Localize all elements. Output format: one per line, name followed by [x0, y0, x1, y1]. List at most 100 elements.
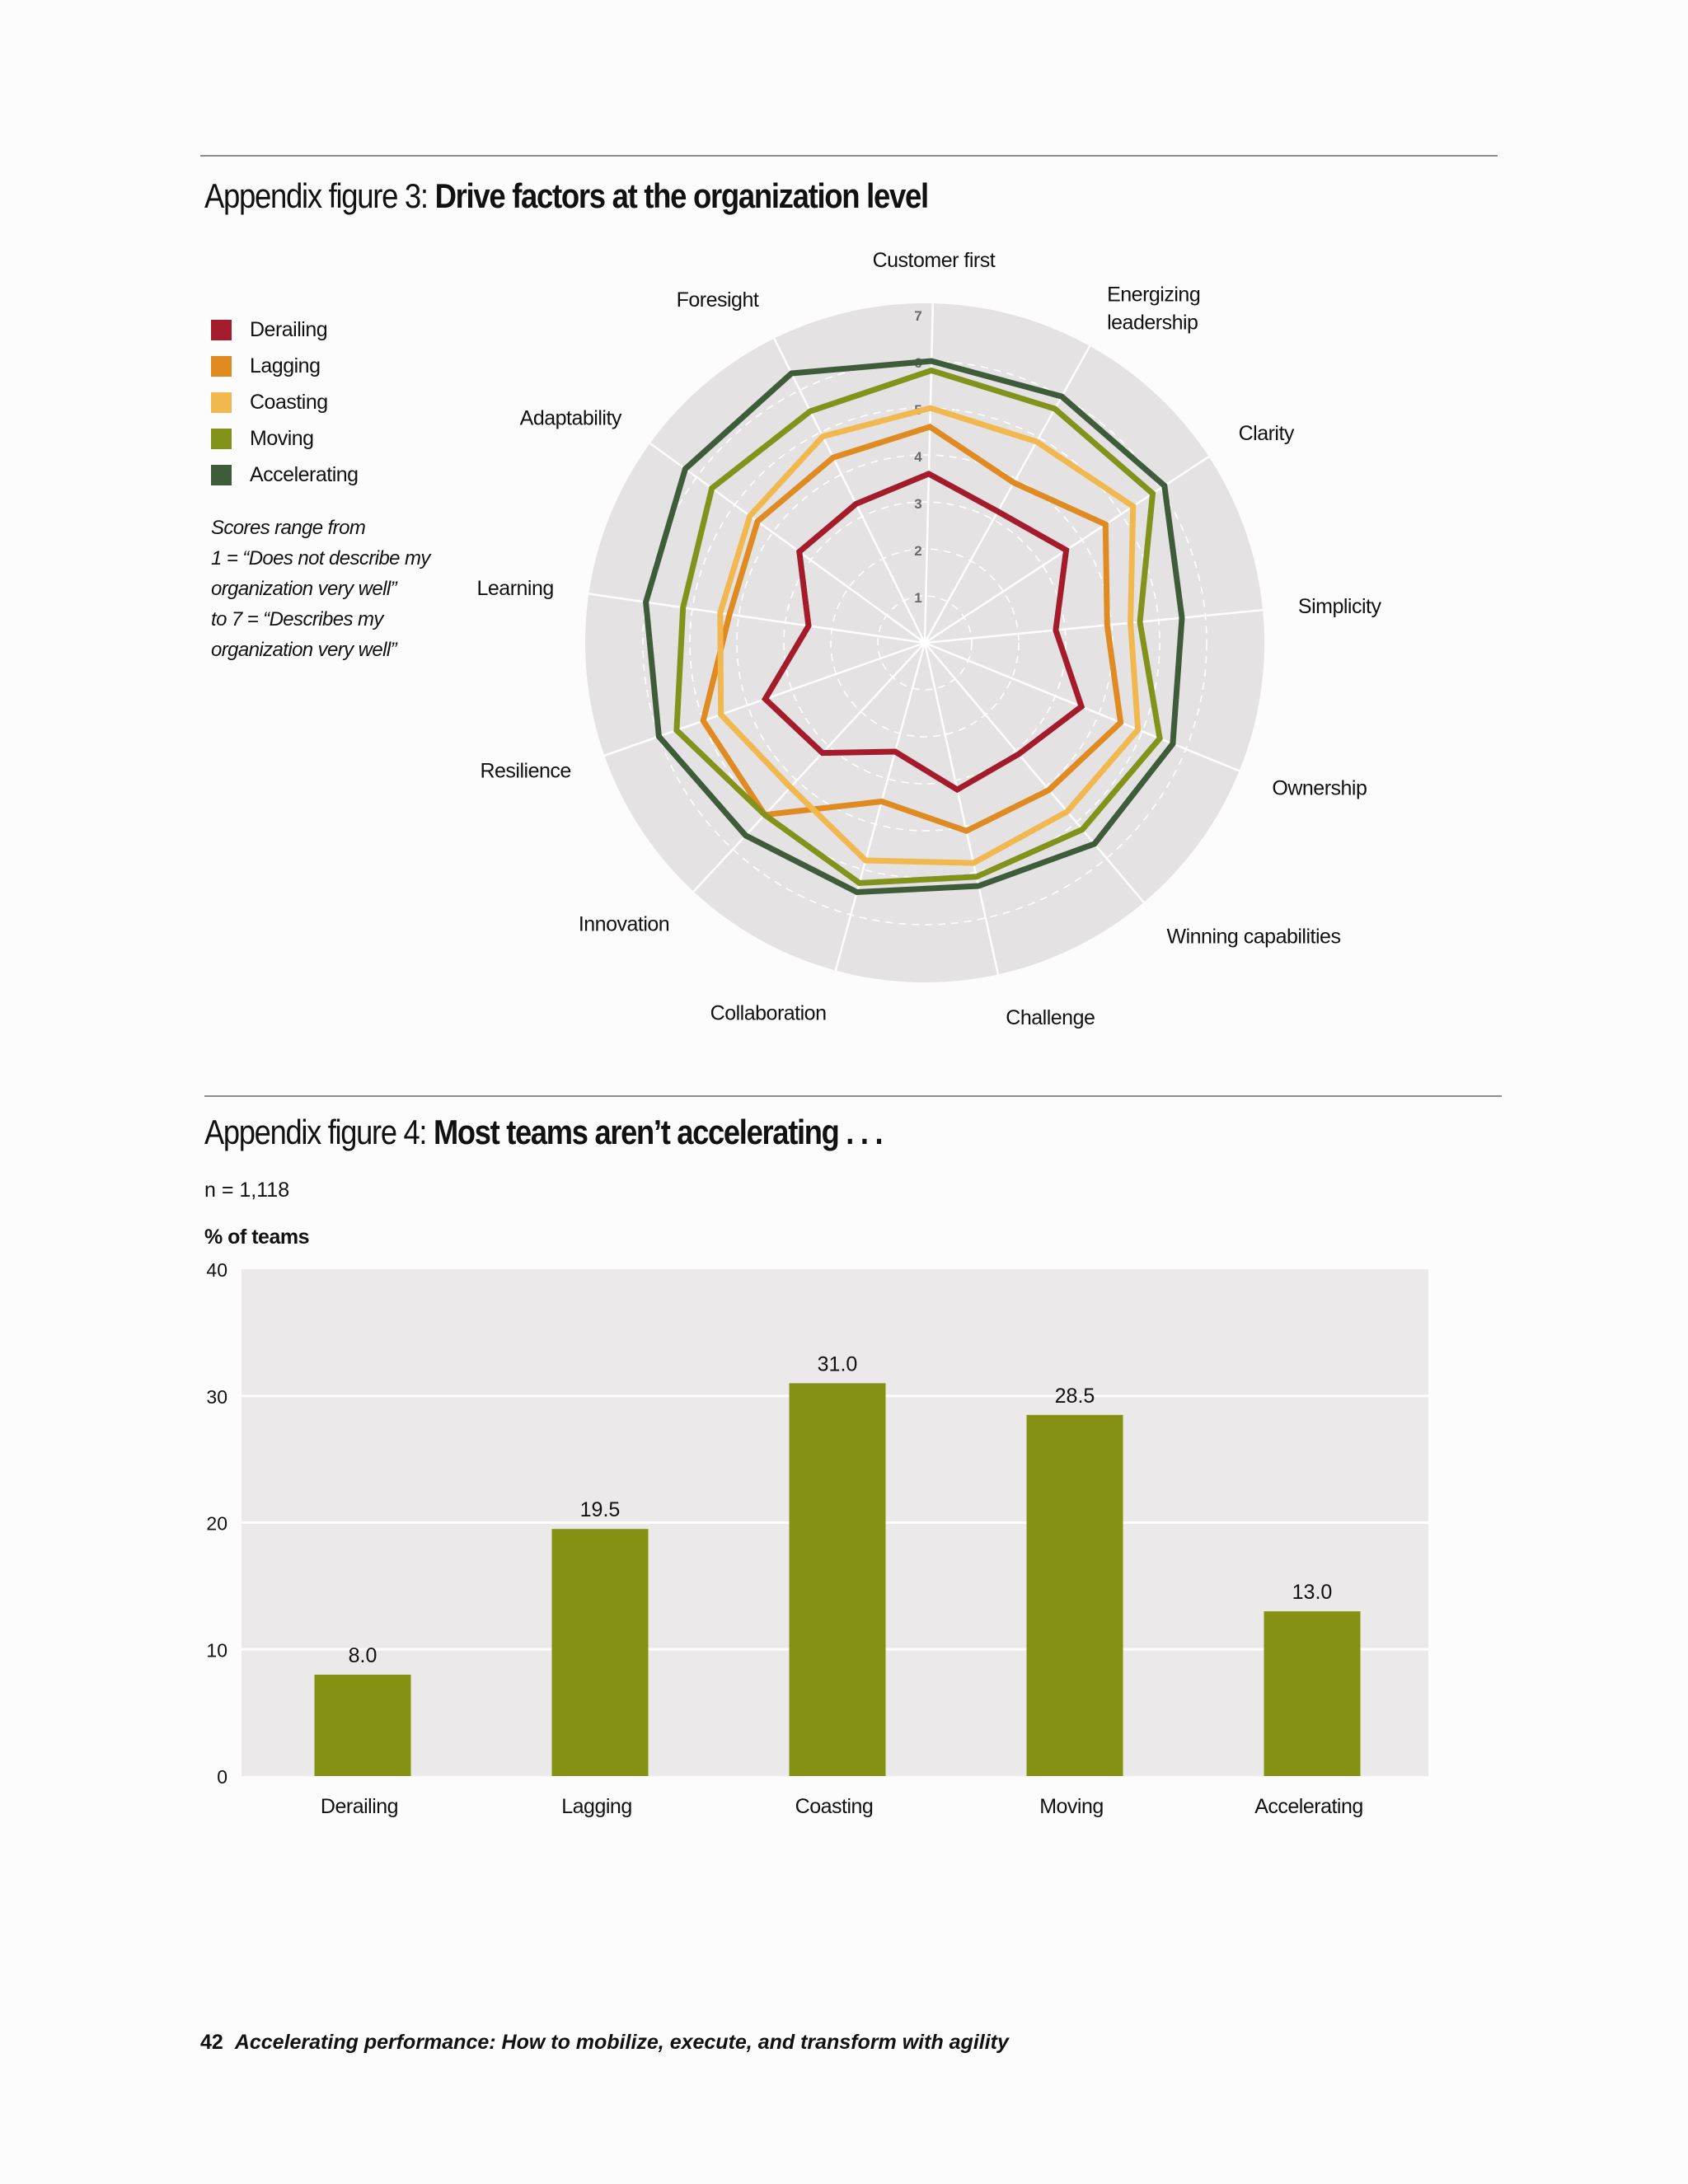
radar-series-moving [673, 367, 1163, 887]
bar-data-label: 28.5 [1055, 1385, 1095, 1408]
legend-item-derailing: Derailing [211, 312, 359, 348]
radar-axis-label-energizing-leadership: Energizing [1107, 284, 1200, 307]
radar-axis-label-innovation: Innovation [579, 913, 669, 936]
x-tick-label-derailing: Derailing [321, 1795, 398, 1818]
bar-data-labels: 8.0 19.5 31.0 28.5 13.0 [349, 1352, 1333, 1667]
legend-label-accelerating: Accelerating [250, 462, 359, 486]
figure4-title-bold: Most teams aren’t accelerating . . . [433, 1113, 884, 1151]
bar-accelerating [1264, 1611, 1361, 1776]
legend-item-lagging: Lagging [211, 348, 359, 384]
legend-label-lagging: Lagging [250, 354, 321, 377]
x-tick-label-moving: Moving [1039, 1795, 1104, 1818]
radar-axis-labels: Customer first Energizing leadership Clarit… [476, 249, 1381, 1029]
legend-item-accelerating: Accelerating [211, 457, 359, 493]
radar-series-coasting [717, 405, 1142, 866]
radar-axis-label-collaboration: Collaboration [710, 1002, 827, 1025]
radar-grid-ring [642, 360, 1207, 926]
radar-axis-label-challenge: Challenge [1006, 1006, 1095, 1029]
y-tick-label: 10 [206, 1639, 227, 1661]
radar-series-derailing [761, 471, 1085, 794]
radar-spoke [773, 338, 926, 644]
radar-grid-ring [689, 407, 1160, 879]
radar-axis-label-adaptability: Adaptability [520, 407, 622, 430]
radar-axis-label-learning: Learning [476, 577, 553, 600]
legend-swatch-coasting [211, 391, 232, 413]
radar-axis-label-foresight: Foresight [677, 288, 759, 312]
legend-label-derailing: Derailing [250, 317, 328, 341]
y-tick-label: 30 [206, 1386, 227, 1408]
x-tick-label-coasting: Coasting [795, 1795, 874, 1818]
radar-spoke [923, 642, 1000, 975]
y-tick-label: 20 [206, 1513, 227, 1535]
y-tick-label: 0 [217, 1766, 227, 1788]
y-tick-label: 40 [206, 1259, 227, 1281]
radar-series-lagging [700, 424, 1124, 834]
radar-grid-ring [736, 454, 1114, 832]
legend-swatch-accelerating [211, 464, 232, 485]
legend-swatch-derailing [211, 319, 232, 340]
bar-data-label: 31.0 [818, 1352, 858, 1376]
note-line: to 7 = “Describes my [211, 608, 383, 630]
page-footer: 42 Accelerating performance: How to mobil… [200, 2031, 1009, 2055]
bar-moving [1026, 1414, 1123, 1776]
radar-axis-label-simplicity: Simplicity [1298, 595, 1382, 618]
figure4-title: Appendix figure 4: Most teams aren’t acc… [204, 1113, 884, 1152]
figure3-title: Appendix figure 3: Drive factors at the … [204, 176, 930, 216]
legend-item-coasting: Coasting [211, 384, 359, 420]
bar-derailing [314, 1675, 411, 1776]
radar-axis-label-energizing-leadership: leadership [1107, 312, 1198, 335]
radar-spoke [649, 442, 926, 644]
top-rule [200, 155, 1498, 157]
y-tick-labels: 0 10 20 30 40 [206, 1259, 227, 1788]
middle-rule [204, 1095, 1502, 1097]
radar-axis-label-ownership: Ownership [1272, 776, 1367, 799]
y-axis-title: % of teams [204, 1226, 309, 1249]
radar-axis-label-clarity: Clarity [1239, 422, 1295, 445]
radar-grid-ring [877, 595, 973, 691]
legend-item-moving: Moving [211, 420, 359, 457]
x-tick-label-lagging: Lagging [561, 1795, 631, 1818]
radar-tick-label: 3 [914, 496, 921, 512]
bar-data-label: 13.0 [1292, 1581, 1333, 1604]
x-tick-label-accelerating: Accelerating [1254, 1795, 1363, 1818]
bar-data-label: 8.0 [349, 1644, 377, 1667]
note-line: 1 = “Does not describe my [211, 547, 430, 569]
note-line: organization very well” [211, 578, 397, 600]
legend-label-moving: Moving [250, 426, 314, 450]
legend-swatch-moving [211, 428, 232, 449]
radar-tick-label: 1 [914, 590, 921, 606]
x-tick-labels: Derailing Lagging Coasting Moving Accelerati… [321, 1795, 1363, 1818]
bar-coasting [789, 1383, 886, 1776]
bars [314, 1383, 1361, 1776]
radar-legend: Derailing Lagging Coasting Moving Accele… [211, 312, 359, 493]
radar-grid-ring [783, 501, 1067, 785]
note-line: organization very well” [211, 639, 397, 661]
score-range-note: Scores range from 1 = “Does not describe… [211, 513, 430, 665]
radar-tick-label: 4 [914, 449, 922, 465]
legend-swatch-lagging [211, 355, 232, 377]
radar-spoke [924, 608, 1264, 644]
page-number: 42 [200, 2031, 223, 2054]
radar-spoke [924, 642, 1145, 903]
figure3-title-bold: Drive factors at the organization level [434, 176, 930, 215]
note-line: Scores range from [211, 517, 366, 539]
radar-series-accelerating [643, 358, 1185, 896]
figure3-title-prefix: Appendix figure 3: [204, 176, 435, 215]
sample-size-label: n = 1,118 [204, 1179, 290, 1202]
legend-label-coasting: Coasting [250, 390, 328, 414]
bar-data-label: 19.5 [580, 1498, 621, 1521]
radar-grid-ring [830, 548, 1020, 738]
radar-spoke [834, 642, 926, 971]
radar-tick-label: 2 [914, 543, 921, 559]
bar-lagging [551, 1529, 649, 1776]
radar-spoke [692, 642, 926, 893]
radar-axis-label-winning-capabilities: Winning capabilities [1167, 925, 1341, 948]
radar-series [643, 358, 1185, 896]
footer-title: Accelerating performance: How to mobiliz… [234, 2031, 1009, 2054]
radar-axis-label-resilience: Resilience [480, 759, 570, 782]
radar-axis-label-customer-first: Customer first [873, 249, 996, 272]
figure4-title-prefix: Appendix figure 4: [204, 1113, 434, 1151]
radar-tick-label: 7 [914, 308, 921, 324]
